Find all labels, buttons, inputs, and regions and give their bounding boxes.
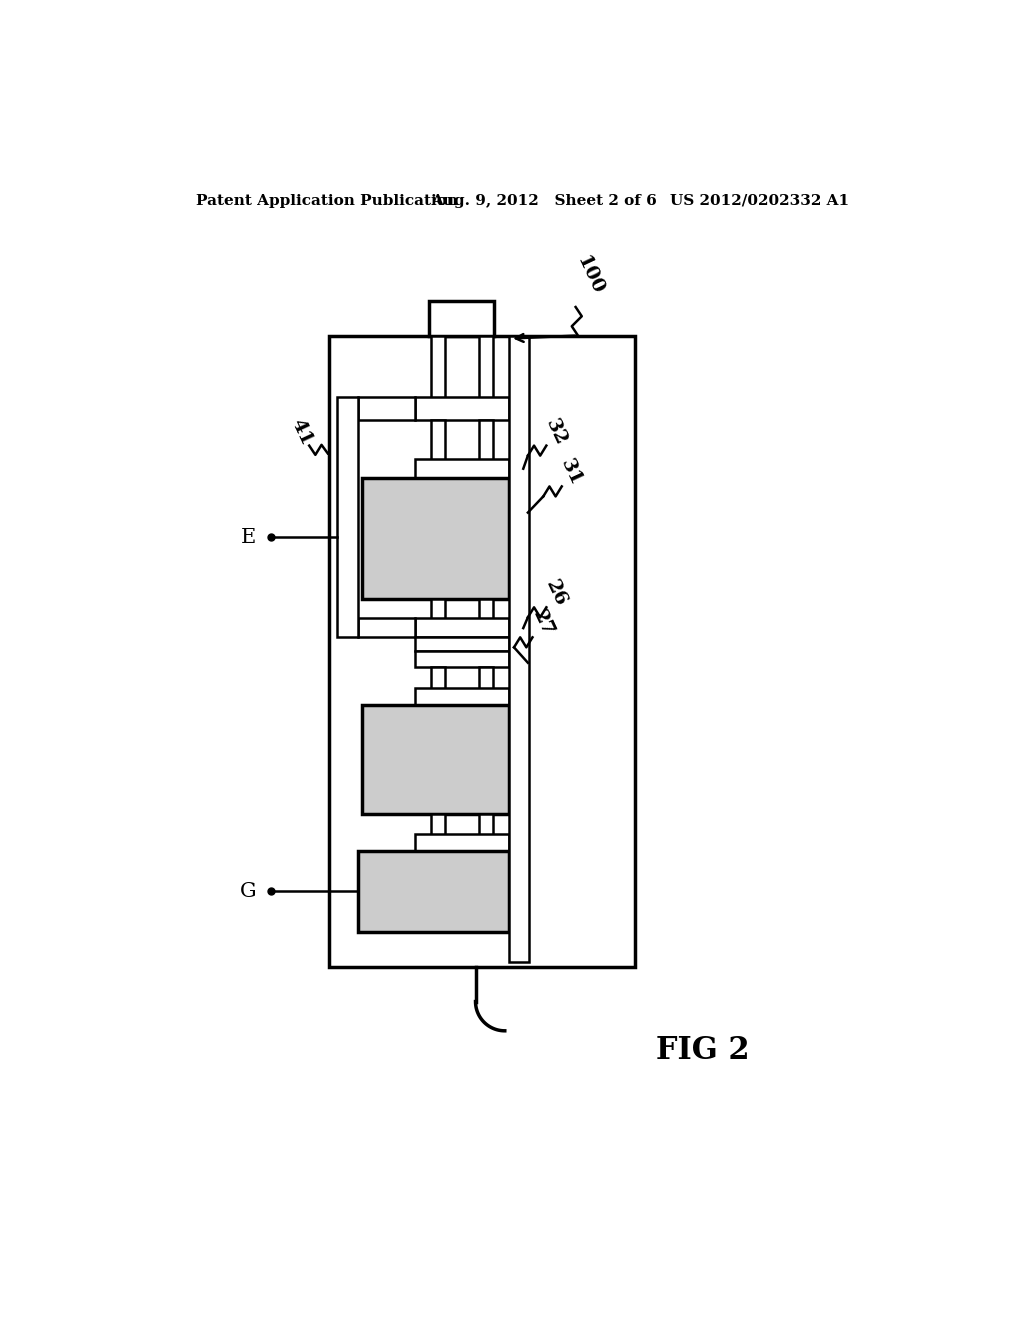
Bar xyxy=(357,618,416,638)
Bar xyxy=(357,851,509,932)
Bar xyxy=(361,705,509,814)
Text: Aug. 9, 2012   Sheet 2 of 6: Aug. 9, 2012 Sheet 2 of 6 xyxy=(431,194,656,207)
Bar xyxy=(429,301,494,335)
Text: 100: 100 xyxy=(572,253,606,298)
Text: 32: 32 xyxy=(542,416,569,447)
Bar xyxy=(431,420,444,461)
Bar xyxy=(479,667,494,689)
Text: 26: 26 xyxy=(542,577,569,610)
Bar xyxy=(416,618,509,638)
Bar xyxy=(416,459,509,478)
Bar xyxy=(509,335,529,961)
Bar xyxy=(337,397,357,638)
Bar xyxy=(330,335,635,966)
Bar xyxy=(431,335,444,401)
Bar xyxy=(361,478,509,599)
Bar xyxy=(479,814,494,836)
Text: US 2012/0202332 A1: US 2012/0202332 A1 xyxy=(670,194,849,207)
Text: E: E xyxy=(241,528,256,546)
Bar xyxy=(416,834,509,851)
Bar xyxy=(479,599,494,620)
Bar xyxy=(416,651,509,667)
Bar xyxy=(357,397,416,420)
Bar xyxy=(509,488,527,589)
Bar xyxy=(431,599,444,620)
Bar xyxy=(479,335,494,401)
Text: 31: 31 xyxy=(557,457,585,488)
Text: 41: 41 xyxy=(288,416,315,447)
Bar xyxy=(416,638,509,651)
Bar xyxy=(431,667,444,689)
Text: G: G xyxy=(240,882,256,902)
Bar xyxy=(416,688,509,705)
Bar xyxy=(509,714,527,805)
Text: FIG 2: FIG 2 xyxy=(656,1035,751,1065)
Bar xyxy=(479,420,494,461)
Text: 27: 27 xyxy=(528,607,556,639)
Text: Patent Application Publication: Patent Application Publication xyxy=(196,194,458,207)
Bar xyxy=(416,397,509,420)
Bar xyxy=(431,814,444,836)
